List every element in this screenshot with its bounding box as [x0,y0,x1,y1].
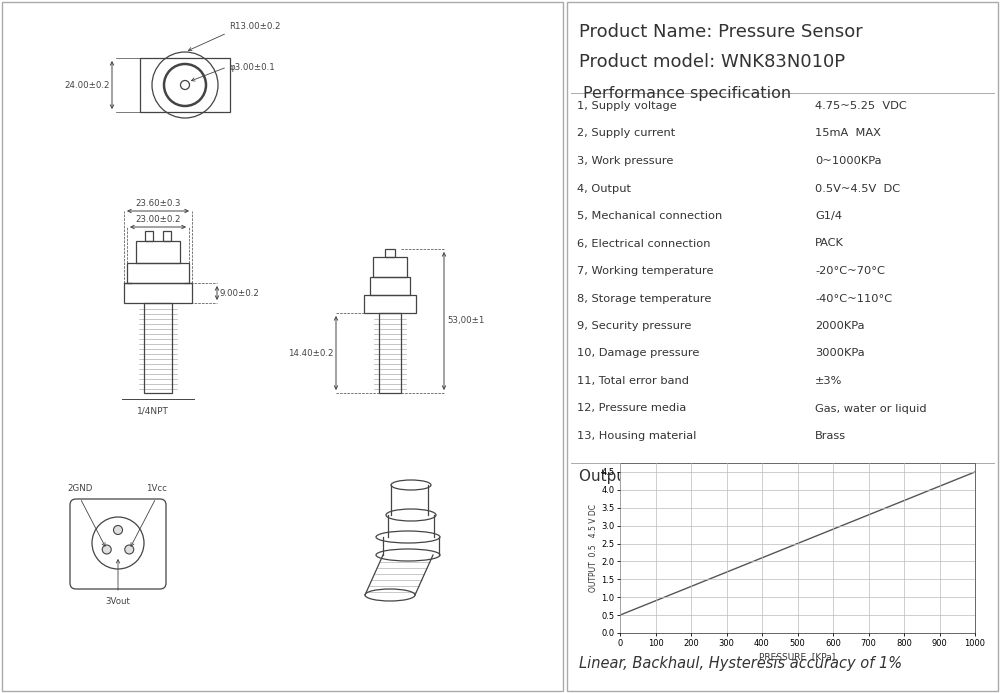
Bar [373,257,407,277]
Text: 1Vcc: 1Vcc [146,484,166,493]
Text: 4.75~5.25  VDC: 4.75~5.25 VDC [815,101,907,111]
Bar [124,283,192,303]
Text: 15mA  MAX: 15mA MAX [815,128,881,139]
Bar [144,303,172,393]
Text: -40°C~110°C: -40°C~110°C [815,294,892,304]
Bar [379,313,401,393]
Text: 23.00±0.2: 23.00±0.2 [135,215,181,224]
Circle shape [125,545,134,554]
Bar [370,277,410,295]
Text: 9.00±0.2: 9.00±0.2 [220,288,260,297]
Bar [140,58,230,112]
Text: Output characteristic diagram: Output characteristic diagram [579,468,810,484]
Text: ±3%: ±3% [815,376,842,386]
Text: 1, Supply voltage: 1, Supply voltage [577,101,677,111]
Text: Linear, Backhaul, Hysteresis accuracy of 1%: Linear, Backhaul, Hysteresis accuracy of… [579,656,902,671]
Bar [136,241,180,263]
Bar [127,263,189,283]
Text: 6, Electrical connection: 6, Electrical connection [577,238,710,249]
X-axis label: PRESSURE  [KPa]: PRESSURE [KPa] [759,651,836,660]
Text: 2GND: 2GND [67,484,93,493]
Text: φ3.00±0.1: φ3.00±0.1 [229,62,275,71]
Text: R13.00±0.2: R13.00±0.2 [229,22,280,31]
Text: 5, Mechanical connection: 5, Mechanical connection [577,211,722,221]
Circle shape [114,525,122,534]
Text: 24.00±0.2: 24.00±0.2 [64,80,110,89]
Text: 13, Housing material: 13, Housing material [577,431,696,441]
Text: PACK: PACK [815,238,844,249]
Text: 0.5V~4.5V  DC: 0.5V~4.5V DC [815,184,900,193]
Text: 2000KPa: 2000KPa [815,321,864,331]
Text: 2, Supply current: 2, Supply current [577,128,675,139]
Bar [145,231,153,241]
Text: 3000KPa: 3000KPa [815,349,865,358]
Bar [385,249,395,257]
Text: Product model: WNK83N010P: Product model: WNK83N010P [579,53,845,71]
Text: 1/4NPT: 1/4NPT [137,407,169,416]
Text: 3, Work pressure: 3, Work pressure [577,156,673,166]
Bar [163,231,171,241]
Text: 0~1000KPa: 0~1000KPa [815,156,882,166]
Text: Gas, water or liquid: Gas, water or liquid [815,403,927,414]
Text: 4, Output: 4, Output [577,184,631,193]
Text: Brass: Brass [815,431,846,441]
Text: 12, Pressure media: 12, Pressure media [577,403,686,414]
Text: 8, Storage temperature: 8, Storage temperature [577,294,711,304]
Text: 11, Total error band: 11, Total error band [577,376,689,386]
Text: 23.60±0.3: 23.60±0.3 [135,199,181,208]
Text: Product Name: Pressure Sensor: Product Name: Pressure Sensor [579,23,863,41]
Text: -20°C~70°C: -20°C~70°C [815,266,885,276]
Text: 10, Damage pressure: 10, Damage pressure [577,349,699,358]
Text: Performance specification: Performance specification [583,86,791,101]
Circle shape [102,545,111,554]
Text: 9, Security pressure: 9, Security pressure [577,321,691,331]
Y-axis label: OUTPUT  0.5   4.5 V DC: OUTPUT 0.5 4.5 V DC [589,504,598,592]
Text: 7, Working temperature: 7, Working temperature [577,266,714,276]
Text: 14.40±0.2: 14.40±0.2 [288,349,334,358]
Text: 53,00±1: 53,00±1 [447,317,484,326]
Bar [364,295,416,313]
Text: 3Vout: 3Vout [106,597,130,606]
Text: G1/4: G1/4 [815,211,842,221]
